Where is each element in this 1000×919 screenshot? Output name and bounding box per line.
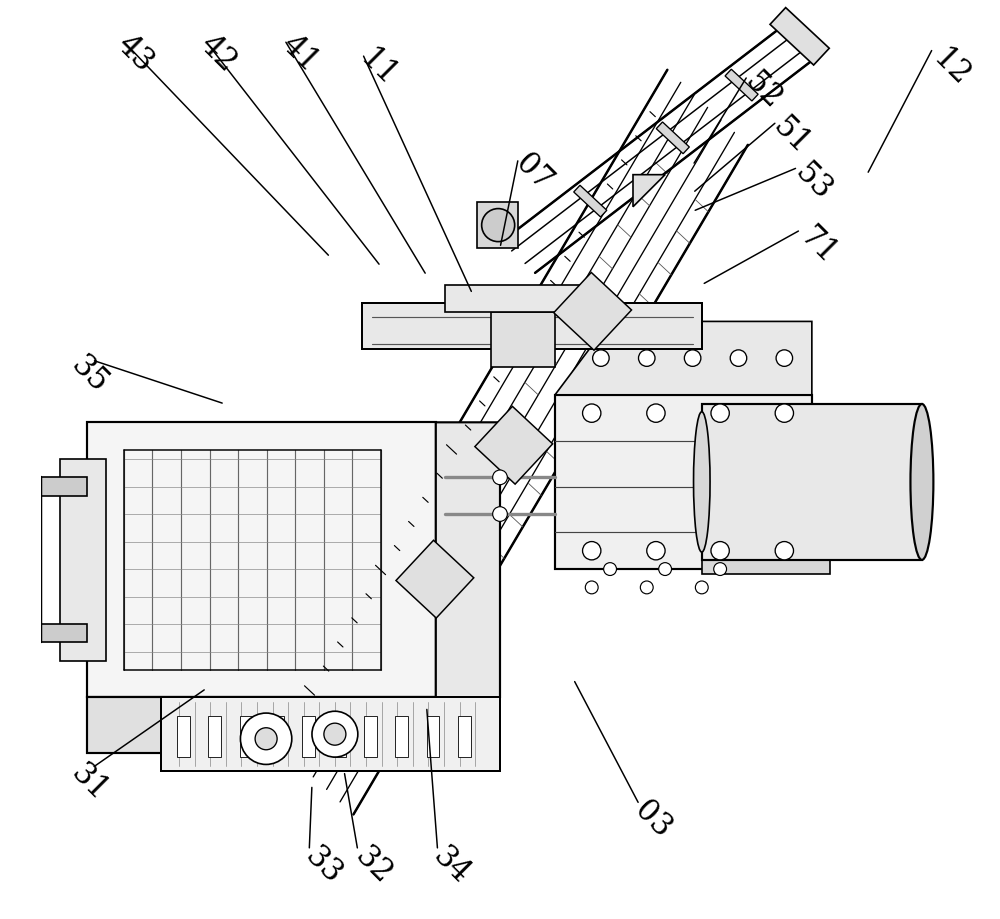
Circle shape — [776, 350, 793, 367]
Bar — [302, 716, 315, 757]
Bar — [458, 716, 471, 757]
Circle shape — [714, 563, 727, 576]
Bar — [702, 404, 922, 561]
Circle shape — [711, 404, 729, 423]
Text: 41: 41 — [275, 28, 325, 78]
Circle shape — [684, 350, 701, 367]
Text: 32: 32 — [349, 840, 398, 890]
Circle shape — [604, 563, 616, 576]
Circle shape — [583, 404, 601, 423]
Bar — [395, 716, 408, 757]
Polygon shape — [477, 203, 518, 249]
Circle shape — [647, 542, 665, 561]
Ellipse shape — [910, 404, 933, 561]
Text: 34: 34 — [427, 840, 476, 889]
Polygon shape — [87, 423, 436, 698]
Bar — [177, 716, 190, 757]
Circle shape — [730, 350, 747, 367]
Circle shape — [240, 713, 292, 765]
Polygon shape — [396, 540, 474, 618]
Polygon shape — [491, 312, 555, 368]
Circle shape — [593, 350, 609, 367]
Polygon shape — [436, 423, 500, 753]
Bar — [208, 716, 221, 757]
Circle shape — [659, 563, 672, 576]
Text: 31: 31 — [64, 757, 114, 807]
Text: 03: 03 — [628, 794, 678, 844]
Polygon shape — [770, 8, 829, 66]
Circle shape — [255, 728, 277, 750]
Text: 51: 51 — [766, 111, 815, 161]
Circle shape — [482, 210, 515, 243]
Polygon shape — [725, 70, 758, 102]
Polygon shape — [656, 123, 689, 154]
Text: 11: 11 — [353, 42, 403, 92]
Polygon shape — [555, 395, 812, 570]
Circle shape — [493, 507, 507, 522]
Polygon shape — [574, 186, 607, 218]
Bar — [240, 716, 252, 757]
Text: 42: 42 — [193, 28, 242, 78]
Polygon shape — [475, 407, 553, 484]
Text: 53: 53 — [789, 157, 838, 207]
Circle shape — [639, 350, 655, 367]
Text: 52: 52 — [738, 65, 788, 115]
Bar — [271, 716, 284, 757]
Text: 43: 43 — [110, 28, 160, 78]
Polygon shape — [87, 698, 436, 753]
Circle shape — [312, 711, 358, 757]
Text: 33: 33 — [298, 840, 348, 890]
Bar — [333, 716, 346, 757]
Circle shape — [775, 542, 794, 561]
Polygon shape — [555, 322, 812, 395]
Circle shape — [324, 723, 346, 745]
Ellipse shape — [694, 413, 710, 552]
Polygon shape — [362, 304, 702, 349]
Polygon shape — [445, 286, 592, 312]
Circle shape — [695, 582, 708, 595]
Polygon shape — [702, 556, 830, 574]
Text: 07: 07 — [509, 148, 558, 198]
Bar — [427, 716, 439, 757]
Polygon shape — [633, 176, 665, 208]
Polygon shape — [41, 478, 87, 496]
Text: 71: 71 — [794, 221, 843, 270]
Text: 35: 35 — [64, 349, 114, 399]
Circle shape — [711, 542, 729, 561]
Circle shape — [493, 471, 507, 485]
Polygon shape — [41, 624, 87, 642]
Circle shape — [583, 542, 601, 561]
Bar — [364, 716, 377, 757]
Circle shape — [647, 404, 665, 423]
Text: 12: 12 — [927, 42, 976, 92]
Circle shape — [585, 582, 598, 595]
Circle shape — [775, 404, 794, 423]
Polygon shape — [161, 698, 500, 771]
Polygon shape — [60, 460, 106, 661]
Polygon shape — [554, 273, 632, 351]
Circle shape — [640, 582, 653, 595]
